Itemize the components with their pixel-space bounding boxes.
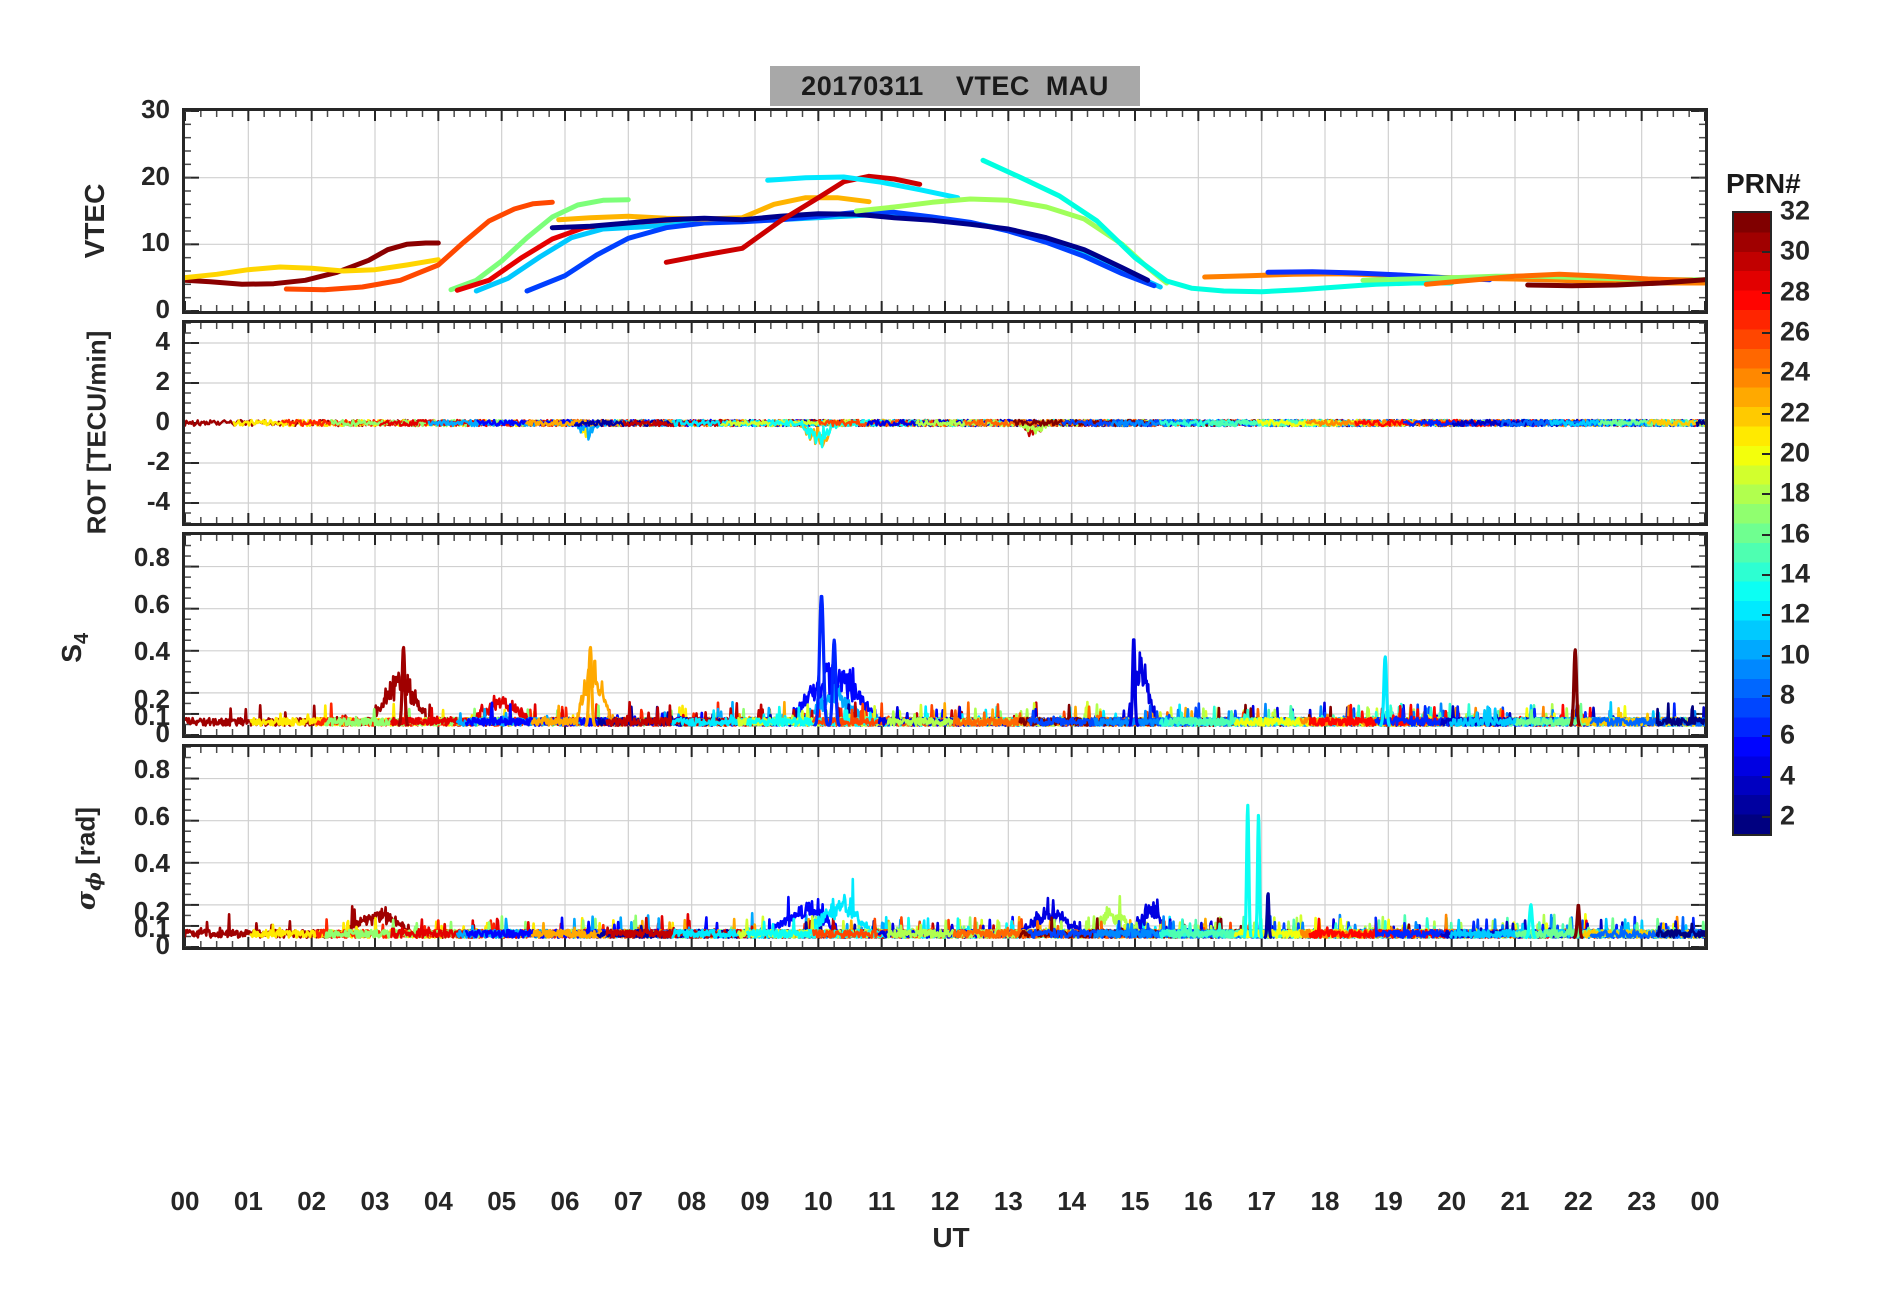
ytick-vtec-1: 10: [141, 227, 170, 258]
colorbar-tick-22: 22: [1780, 397, 1811, 428]
xtick-label-14: 14: [1057, 1186, 1087, 1216]
ytick-s4-4: 0.6: [133, 589, 170, 619]
colorbar-tickmark-12: [1762, 614, 1772, 617]
ytick-s4-3: 0.4: [133, 636, 170, 666]
ytick-sigma-0: 0: [155, 930, 170, 960]
xtick-label-15: 15: [1120, 1186, 1150, 1216]
colorbar-tick-24: 24: [1780, 356, 1811, 387]
xtick-label-21: 21: [1500, 1186, 1530, 1216]
colorbar-tickmark-24: [1762, 372, 1772, 375]
ytick-rot-2: 0: [155, 406, 170, 436]
panel-rot: [182, 320, 1708, 526]
colorbar-tickmark-32: [1762, 211, 1772, 213]
xtick-label-12: 12: [930, 1186, 960, 1216]
xtick-label-1: 01: [233, 1186, 263, 1216]
xtick-label-3: 03: [360, 1186, 390, 1216]
ytick-rot-1: -2: [146, 446, 170, 476]
xtick-label-9: 09: [740, 1186, 770, 1216]
ytick-sigma-2: 0.2: [133, 896, 170, 926]
xtick-label-23: 23: [1627, 1186, 1657, 1216]
colorbar-tickmark-4: [1762, 775, 1772, 778]
xtick-label-19: 19: [1373, 1186, 1403, 1216]
figure-title-bar: 20170311 VTEC MAU: [770, 66, 1140, 106]
colorbar-tickmark-8: [1762, 694, 1772, 697]
colorbar-tickmark-18: [1762, 493, 1772, 496]
xtick-label-24: 00: [1690, 1186, 1720, 1216]
xtick-label-16: 16: [1183, 1186, 1213, 1216]
ytick-sigma-4: 0.6: [133, 801, 170, 831]
ytick-sigma-3: 0.4: [133, 848, 170, 878]
colorbar-tickmark-20: [1762, 452, 1772, 455]
xtick-label-5: 05: [487, 1186, 517, 1216]
panel-sigma: [182, 744, 1708, 950]
xtick-label-18: 18: [1310, 1186, 1340, 1216]
ytick-vtec-3: 30: [141, 94, 170, 124]
ytick-rot-3: 2: [155, 366, 170, 396]
colorbar-tickmark-26: [1762, 331, 1772, 334]
colorbar-tick-2: 2: [1780, 800, 1796, 831]
xtick-label-11: 11: [867, 1186, 896, 1216]
colorbar-tick-labels: 32 30 28 26 24 22 20 18 16 14 12 10 8 6 4 2: [1780, 196, 1890, 836]
colorbar-tick-32: 32: [1780, 195, 1811, 226]
colorbar-tick-18: 18: [1780, 477, 1811, 508]
colorbar-tick-28: 28: [1780, 276, 1811, 307]
colorbar-tickmark-22: [1762, 412, 1772, 415]
xtick-label-0: 00: [170, 1186, 200, 1216]
ytick-vtec-2: 20: [141, 160, 170, 191]
xtick-label-22: 22: [1563, 1186, 1593, 1216]
panel-s4: [182, 532, 1708, 738]
colorbar-tick-26: 26: [1780, 316, 1811, 347]
colorbar-tickmark-28: [1762, 291, 1772, 294]
colorbar-tickmark-6: [1762, 735, 1772, 738]
colorbar-tick-8: 8: [1780, 679, 1796, 710]
colorbar-tickmark-30: [1762, 251, 1772, 254]
xtick-label-4: 04: [423, 1186, 453, 1216]
ytick-s4-5: 0.8: [133, 542, 170, 572]
colorbar-tick-30: 30: [1780, 235, 1811, 266]
colorbar-ticks: [1732, 211, 1772, 836]
xtick-label-8: 08: [677, 1186, 707, 1216]
colorbar-tickmark-2: [1762, 815, 1772, 818]
xtick-label-13: 13: [993, 1186, 1023, 1216]
colorbar-tick-16: 16: [1780, 518, 1811, 549]
x-tick-labels: 00 01 02 03 04 05 06 07 08 09 10 11 12 13 14 15 16 17 18 19…: [171, 1186, 1720, 1226]
colorbar-title: PRN#: [1726, 168, 1801, 199]
figure-title: 20170311 VTEC MAU: [801, 70, 1109, 101]
colorbar-tick-12: 12: [1780, 598, 1811, 629]
ytick-rot-0: -4: [146, 486, 170, 516]
xtick-label-17: 17: [1247, 1186, 1277, 1216]
xtick-label-2: 02: [297, 1186, 327, 1216]
ytick-rot-4: 4: [155, 326, 170, 356]
ytick-s4-2: 0.2: [133, 684, 170, 714]
colorbar-tickmark-14: [1762, 573, 1772, 576]
ytick-sigma-1: 0.1: [133, 913, 170, 943]
ytick-sigma-5: 0.8: [133, 754, 170, 784]
xaxis-title: UT: [932, 1222, 970, 1253]
colorbar-tick-10: 10: [1780, 639, 1811, 670]
colorbar-tick-4: 4: [1780, 760, 1796, 791]
ytick-s4-1: 0.1: [133, 701, 170, 731]
colorbar-tickmark-16: [1762, 533, 1772, 536]
xtick-label-7: 07: [613, 1186, 643, 1216]
panel-vtec: [182, 108, 1708, 314]
colorbar-tickmark-10: [1762, 654, 1772, 657]
xtick-label-10: 10: [803, 1186, 833, 1216]
xtick-label-6: 06: [550, 1186, 580, 1216]
colorbar: [1732, 211, 1772, 836]
ytick-s4-0: 0: [155, 718, 170, 748]
colorbar-tick-20: 20: [1780, 437, 1811, 468]
colorbar-tick-6: 6: [1780, 719, 1796, 750]
colorbar-tick-14: 14: [1780, 558, 1811, 589]
xtick-label-20: 20: [1437, 1186, 1467, 1216]
ytick-vtec-0: 0: [155, 294, 170, 324]
